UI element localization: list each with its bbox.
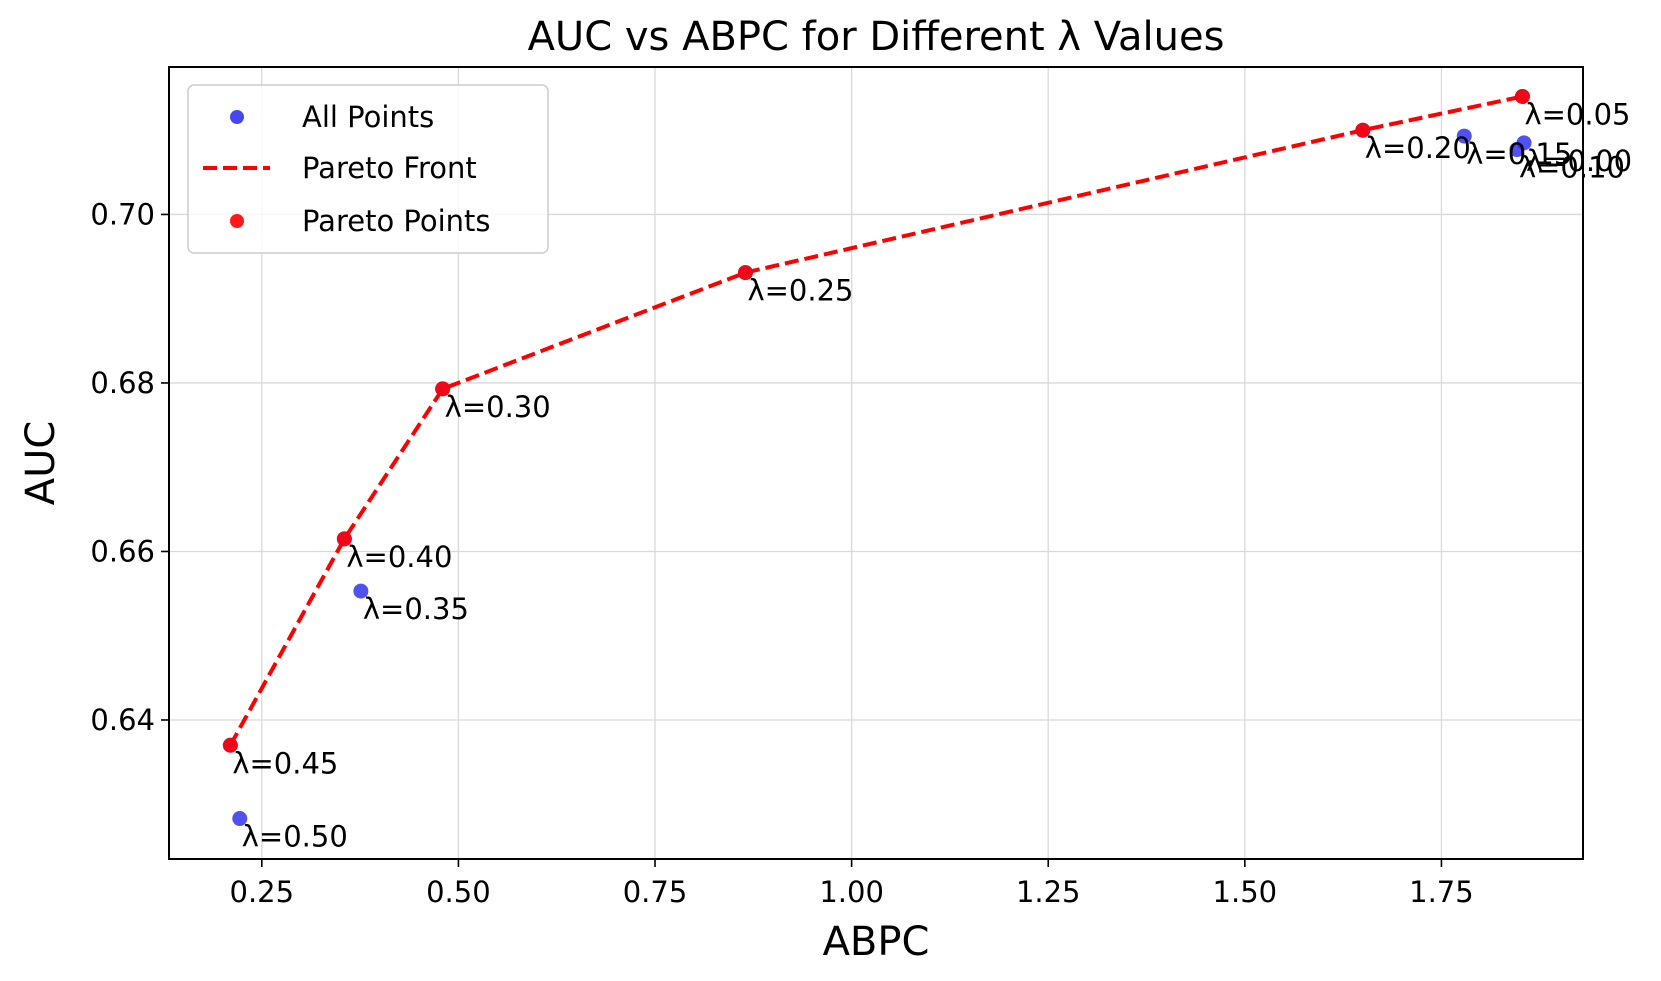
chart-title: AUC vs ABPC for Different λ Values	[528, 14, 1225, 60]
all-point	[1516, 135, 1532, 151]
point-label: λ=0.20	[1365, 131, 1471, 165]
legend-marker-all-points	[230, 110, 244, 124]
legend: All Points Pareto Front Pareto Points	[187, 84, 549, 254]
pareto-point	[222, 737, 238, 753]
plot-frame	[168, 66, 1584, 860]
point-label: λ=0.10	[1519, 151, 1625, 185]
point-annotations: λ=0.05 λ=0.10λ=0.15λ=0.20 λ=0.25 λ=0.30 λ=0.…	[232, 97, 1632, 853]
x-tick-label: 1.75	[1409, 875, 1474, 909]
data-points	[222, 88, 1532, 827]
x-tick-label: 1.50	[1213, 875, 1278, 909]
point-label: λ=0.50	[242, 820, 348, 854]
point-label: λ=0.05	[1524, 97, 1630, 131]
point-label: λ=0.35	[363, 592, 469, 626]
x-tick-label: 0.75	[623, 875, 688, 909]
pareto-point	[737, 265, 753, 281]
y-axis-label: AUC	[18, 421, 64, 506]
all-point	[353, 583, 369, 599]
all-point	[232, 811, 248, 827]
pareto-front-series	[228, 94, 1523, 747]
pareto-point	[435, 381, 451, 397]
y-tick-label: 0.64	[90, 703, 155, 737]
x-tick-label: 0.50	[426, 875, 491, 909]
legend-label-all-points: All Points	[302, 100, 434, 134]
point-label: λ=0.00	[1526, 144, 1632, 178]
y-tick-label: 0.66	[90, 534, 155, 568]
point-label: λ=0.25	[747, 274, 853, 308]
x-axis-label: ABPC	[823, 919, 930, 965]
point-label: λ=0.40	[346, 540, 452, 574]
legend-label-pareto-front: Pareto Front	[302, 151, 477, 185]
legend-label-pareto-points: Pareto Points	[302, 204, 491, 238]
axis-ticks: 0.25 0.50 0.75 1.00 1.25 1.50 1.75 0.64 0.66 0.68…	[90, 197, 1473, 909]
point-label: λ=0.30	[445, 390, 551, 424]
pareto-point	[336, 531, 352, 547]
point-label: λ=0.15	[1466, 137, 1572, 171]
x-tick-label: 1.25	[1016, 875, 1081, 909]
point-label: λ=0.45	[232, 746, 338, 780]
legend-box	[187, 84, 549, 254]
x-tick-label: 1.00	[819, 875, 884, 909]
pareto-point	[1355, 122, 1371, 138]
legend-marker-pareto-points	[230, 214, 244, 228]
pareto-front-line	[228, 94, 1523, 747]
y-tick-label: 0.68	[90, 366, 155, 400]
pareto-point	[1514, 88, 1530, 104]
x-tick-label: 0.25	[230, 875, 295, 909]
all-point	[1456, 128, 1472, 144]
y-tick-label: 0.70	[90, 197, 155, 231]
